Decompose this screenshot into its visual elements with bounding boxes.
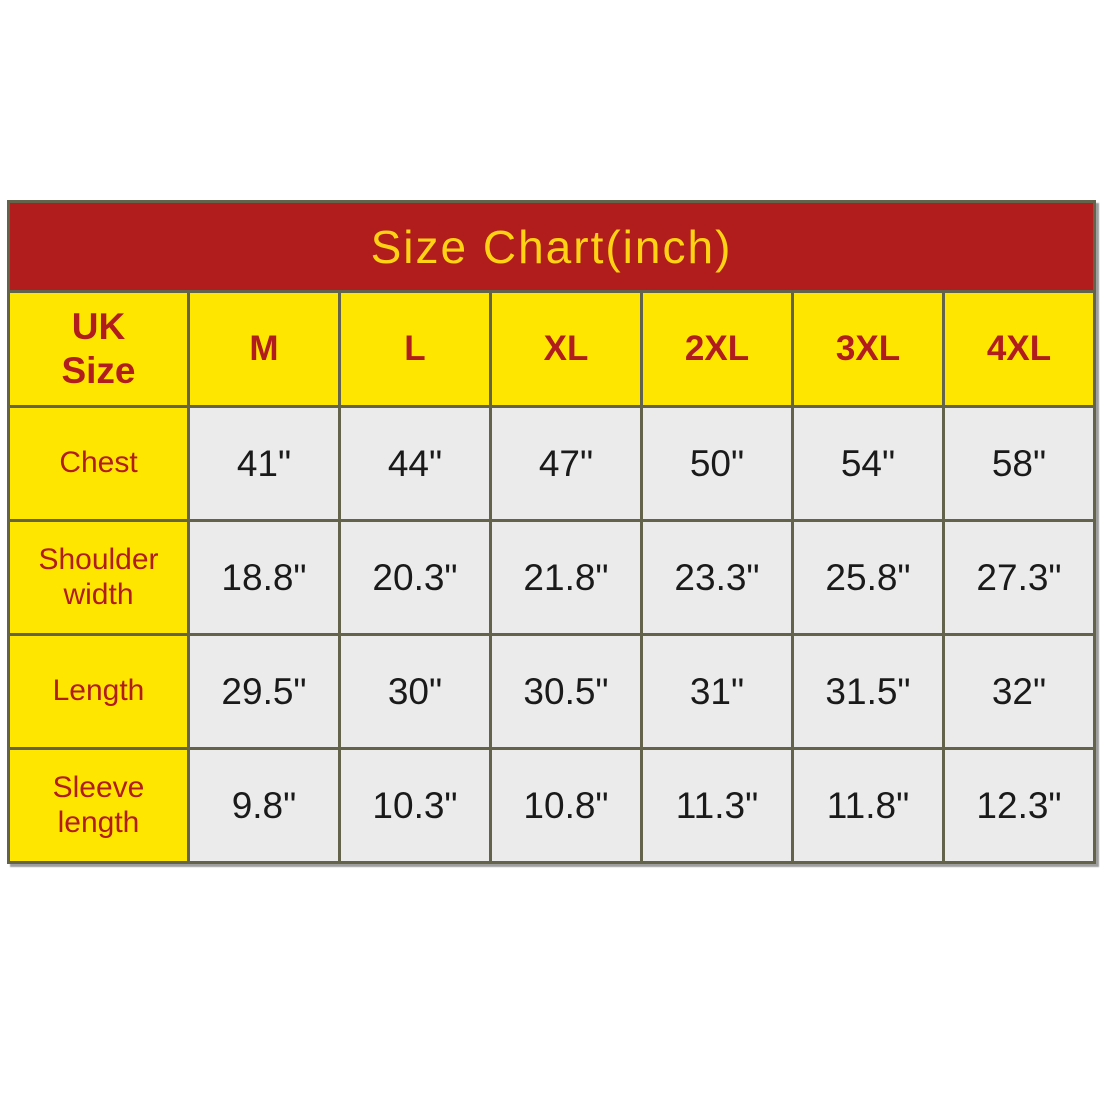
- row-label: Shoulder width: [7, 519, 190, 636]
- table-row: Sleeve length 9.8" 10.3" 10.8" 11.3" 11.8" 12.…: [7, 747, 1097, 864]
- cell-value: 18.8": [187, 519, 341, 636]
- cell-value: 20.3": [338, 519, 492, 636]
- cell-value: 30": [338, 633, 492, 750]
- size-header-row: UK Size M L XL 2XL 3XL 4XL: [7, 290, 1097, 408]
- column-header-xl: XL: [489, 290, 643, 408]
- cell-value: 11.8": [791, 747, 945, 864]
- cell-value: 11.3": [640, 747, 794, 864]
- column-header-3xl: 3XL: [791, 290, 945, 408]
- cell-value: 10.8": [489, 747, 643, 864]
- cell-value: 29.5": [187, 633, 341, 750]
- table-row: Chest 41" 44" 47" 50" 54" 58": [7, 405, 1097, 522]
- cell-value: 50": [640, 405, 794, 522]
- chart-title: Size Chart(inch): [6, 200, 1097, 293]
- column-header-l: L: [338, 290, 492, 408]
- row-header-uk-size: UK Size: [7, 290, 190, 408]
- cell-value: 44": [338, 405, 492, 522]
- title-row: Size Chart(inch): [6, 200, 1097, 293]
- cell-value: 12.3": [941, 747, 1097, 864]
- column-header-m: M: [187, 290, 341, 408]
- cell-value: 54": [791, 405, 945, 522]
- column-header-2xl: 2XL: [640, 290, 794, 408]
- cell-value: 31.5": [791, 633, 945, 750]
- cell-value: 31": [640, 633, 794, 750]
- cell-value: 27.3": [941, 519, 1097, 636]
- table-row: Shoulder width 18.8" 20.3" 21.8" 23.3" 25.8" 2…: [7, 519, 1097, 636]
- cell-value: 9.8": [187, 747, 341, 864]
- row-label: Chest: [7, 405, 190, 522]
- table-row: Length 29.5" 30" 30.5" 31" 31.5" 32": [7, 633, 1097, 750]
- cell-value: 41": [187, 405, 341, 522]
- row-header-line-2: Size: [61, 350, 136, 391]
- cell-value: 58": [941, 405, 1097, 522]
- cell-value: 47": [489, 405, 643, 522]
- row-label: Length: [7, 633, 190, 750]
- cell-value: 21.8": [489, 519, 643, 636]
- row-header-line-1: UK: [71, 306, 126, 348]
- cell-value: 23.3": [640, 519, 794, 636]
- cell-value: 32": [941, 633, 1097, 750]
- cell-value: 30.5": [489, 633, 643, 750]
- cell-value: 10.3": [338, 747, 492, 864]
- cell-value: 25.8": [791, 519, 945, 636]
- size-chart-table: Size Chart(inch) UK Size M L XL 2XL 3XL 4XL C…: [6, 200, 1097, 864]
- row-label: Sleeve length: [7, 747, 190, 864]
- column-header-4xl: 4XL: [941, 290, 1097, 408]
